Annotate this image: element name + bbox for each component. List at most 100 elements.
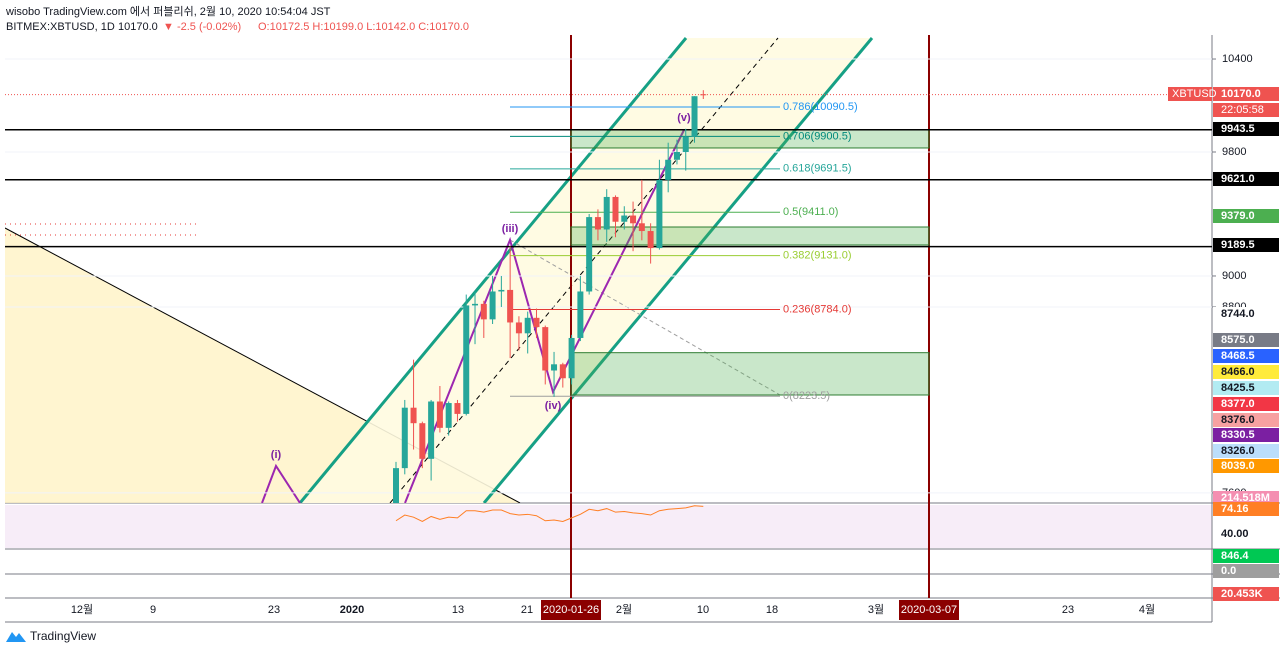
candle-body (603, 196, 610, 230)
price-badge (1213, 122, 1279, 136)
fib-label: 0.5(9411.0) (783, 206, 838, 218)
ohlc: O:10172.5 H:10199.0 L:10142.0 C:10170.0 (258, 21, 469, 33)
wave-label: (i) (271, 449, 282, 461)
zone (570, 226, 930, 246)
wave-line (261, 463, 301, 503)
date-marker-badge (541, 600, 601, 620)
candle-body (524, 317, 531, 334)
symbol: BITMEX:XBTUSD, 1D (6, 21, 115, 33)
x-tick-label: 2월 (616, 603, 632, 616)
price-badge-label: 9943.5 (1221, 123, 1255, 135)
price-badge-label: 0.0 (1221, 565, 1236, 577)
price-badge (1213, 365, 1279, 379)
x-tick-label: 12월 (71, 603, 93, 616)
footer-brand: TradingView (30, 629, 96, 643)
published-line: wisobo TradingView.com 에서 퍼블리쉬, 2월 10, 2… (5, 5, 331, 18)
price-badge-label: 8468.5 (1221, 350, 1255, 362)
fib-label: 0.382(9131.0) (783, 250, 852, 262)
countdown-badge (1213, 103, 1279, 117)
price-badge (1213, 381, 1279, 395)
fib-diagonal (509, 239, 781, 396)
candle-body (428, 401, 435, 459)
date-marker-label: 2020-03-07 (901, 604, 957, 616)
candle-body (621, 215, 628, 222)
candle-body (577, 291, 584, 338)
price-badge-label: 20.453K (1221, 588, 1263, 600)
price-badge-label: 8425.5 (1221, 382, 1255, 394)
series-layer: 7600880090009800104000.786(10090.5)0.706… (5, 53, 1279, 620)
x-tick-label: 4월 (1139, 603, 1155, 616)
rsi-pane (5, 505, 1212, 548)
candle-body (586, 217, 593, 292)
fib-label: 0.786(10090.5) (783, 101, 858, 113)
countdown: 22:05:58 (1221, 104, 1264, 116)
x-tick-label: 21 (521, 604, 533, 616)
wave-label: (iii) (502, 223, 519, 235)
candle-body (559, 364, 566, 379)
fib-label: 0.618(9691.5) (783, 163, 852, 175)
price-badge (1213, 413, 1279, 427)
price-badge (1213, 349, 1279, 363)
candle-body (515, 322, 522, 334)
candle-body (700, 94, 707, 96)
fib-label: 0(8223.5) (783, 390, 830, 402)
price-badge-label: 8376.0 (1221, 414, 1255, 426)
price-badge-label: 8330.5 (1221, 429, 1255, 441)
candle-body (630, 215, 637, 224)
price-badge-label: 8575.0 (1221, 334, 1255, 346)
price-badge (1213, 209, 1279, 223)
ticker-tag-bg (1168, 87, 1212, 101)
x-tick-label: 10 (697, 604, 709, 616)
price-badge (1213, 491, 1279, 505)
price-badge-label: 9379.0 (1221, 210, 1255, 222)
price-badge-label: 8039.0 (1221, 460, 1255, 472)
change: ▼ -2.5 (-0.02%) (163, 21, 241, 33)
price-badge-label: 8466.0 (1221, 366, 1255, 378)
candle-body (691, 96, 698, 137)
y-tick-label: 10400 (1222, 53, 1253, 65)
date-marker-label: 2020-01-26 (543, 604, 599, 616)
candle-body (419, 423, 426, 459)
candle-body (665, 159, 672, 180)
wave-label: (v) (677, 112, 691, 124)
price-badge (1213, 564, 1279, 578)
x-tick-label: 18 (766, 604, 778, 616)
price-badge (1213, 428, 1279, 442)
price-badge (1213, 307, 1279, 321)
price-badge-label: 9621.0 (1221, 173, 1255, 185)
logo (6, 632, 26, 642)
fib-label: 0.236(8784.0) (783, 303, 852, 315)
candle-body (656, 179, 663, 249)
price-badge-label: 10170.0 (1221, 88, 1261, 100)
channel-line (482, 37, 874, 503)
x-tick-label: 13 (452, 604, 464, 616)
zone (570, 129, 930, 149)
price-badge-label: 74.16 (1221, 503, 1249, 515)
price-badge (1213, 333, 1279, 347)
y-tick-label: 9000 (1222, 270, 1246, 282)
last-price: 10170.0 (118, 21, 158, 33)
candle-body (647, 231, 654, 249)
candle-body (533, 317, 540, 328)
price-badge-label: 9189.5 (1221, 239, 1255, 251)
candle-body (393, 468, 399, 503)
channel-median (389, 37, 779, 503)
candle-body (507, 289, 514, 323)
zone (570, 352, 930, 396)
candle-body (401, 407, 408, 469)
ticker-tag: XBTUSD (1172, 88, 1217, 100)
candle-body (454, 403, 461, 414)
candle-body (498, 289, 505, 292)
wave-label: (iv) (545, 400, 562, 412)
candle-body (480, 303, 487, 320)
channel-line (298, 37, 688, 503)
candle-body (410, 407, 417, 424)
price-badge (1213, 238, 1279, 252)
x-tick-label: 2020 (340, 604, 364, 616)
x-tick-label: 3월 (868, 603, 884, 616)
candle-body (594, 217, 601, 230)
x-tick-label: 23 (268, 604, 280, 616)
candle-body (436, 401, 443, 428)
candle-body (568, 337, 575, 379)
price-badge-label: 8326.0 (1221, 445, 1255, 457)
